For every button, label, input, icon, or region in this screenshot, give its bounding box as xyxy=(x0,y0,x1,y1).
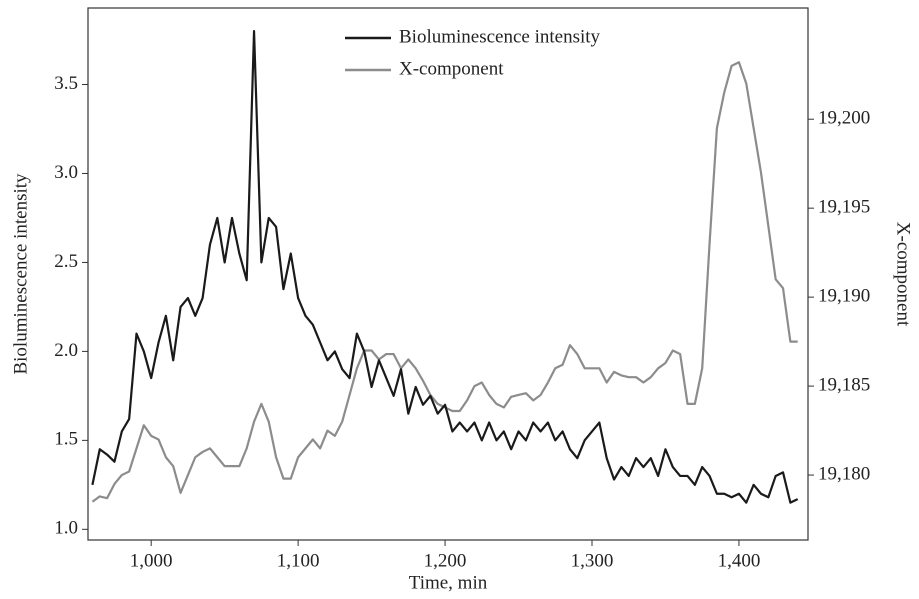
y2-axis-label: X-component xyxy=(893,222,914,327)
y-tick-label: 1.5 xyxy=(54,429,78,450)
y2-tick-label: 19,185 xyxy=(818,374,870,395)
y-tick-label: 3.5 xyxy=(54,73,78,94)
y-axis-label: Bioluminescence intensity xyxy=(10,173,31,375)
x-tick-label: 1,100 xyxy=(277,550,320,571)
y-tick-label: 3.0 xyxy=(54,162,78,183)
x-tick-label: 1,000 xyxy=(130,550,173,571)
y-tick-label: 2.5 xyxy=(54,251,78,272)
y-tick-label: 1.0 xyxy=(54,518,78,539)
y2-tick-label: 19,195 xyxy=(818,197,870,218)
x-tick-label: 1,400 xyxy=(718,550,761,571)
series-line xyxy=(91,61,798,503)
y2-tick-label: 19,180 xyxy=(818,463,870,484)
series-line xyxy=(91,30,799,504)
x-tick-label: 1,300 xyxy=(571,550,614,571)
legend-label: X-component xyxy=(399,58,504,79)
legend-label: Bioluminescence intensity xyxy=(399,26,601,47)
y-tick-label: 2.0 xyxy=(54,340,78,361)
plot-frame xyxy=(87,7,809,541)
x-axis-label: Time, min xyxy=(409,572,488,593)
x-tick-label: 1,200 xyxy=(424,550,467,571)
y2-tick-label: 19,190 xyxy=(818,285,870,306)
y2-tick-label: 19,200 xyxy=(818,108,870,129)
